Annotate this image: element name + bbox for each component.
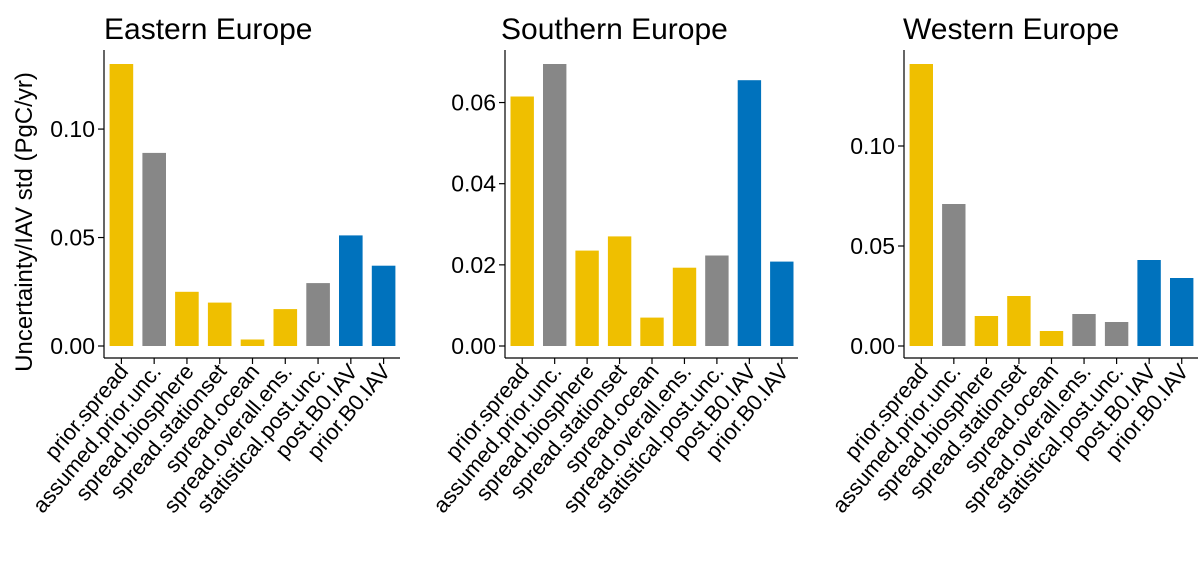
bar-spread-ocean: [640, 317, 664, 346]
y-axis-label: Uncertainty/IAV std (PgC/yr): [11, 72, 38, 372]
bar-spread-overall-ens: [1072, 314, 1096, 346]
bar-spread-overall-ens: [672, 267, 697, 346]
panel-southern-europe: Southern Europe 0.00 0.02 0.04 0.06 prior.s…: [428, 13, 798, 518]
bar-post-B0-IAV: [339, 235, 363, 346]
bar-assumed-prior-unc: [543, 64, 567, 346]
y-tick-label: 0.04: [451, 171, 496, 197]
bar-spread-stationset: [1007, 296, 1031, 346]
y-tick-label: 0.00: [850, 333, 895, 359]
y-ticks: 0.00 0.05 0.10: [850, 133, 904, 359]
bar-prior-B0-IAV: [371, 265, 396, 346]
bar-spread-biosphere: [175, 291, 199, 346]
y-tick-label: 0.10: [50, 116, 95, 142]
bars: [909, 64, 1194, 346]
y-tick-label: 0.10: [850, 133, 895, 159]
y-tick-label: 0.05: [850, 233, 895, 259]
bar-statistical-post-unc: [705, 255, 729, 346]
y-ticks: 0.00 0.02 0.04 0.06: [451, 90, 505, 359]
bar-prior-spread: [510, 96, 534, 346]
y-tick-label: 0.00: [451, 333, 496, 359]
panel-title: Eastern Europe: [104, 13, 312, 46]
bar-spread-stationset: [207, 302, 232, 346]
bar-statistical-post-unc: [306, 283, 330, 346]
bar-post-B0-IAV: [1137, 260, 1161, 346]
panel-title: Western Europe: [903, 13, 1119, 46]
bar-spread-ocean: [1039, 331, 1064, 346]
x-ticks: prior.spreadassumed.prior.unc.spread.bio…: [428, 358, 794, 518]
panel-eastern-europe: Eastern Europe 0.00 0.05 0.10 prior.spread…: [27, 13, 400, 518]
y-tick-label: 0.02: [451, 252, 496, 278]
x-ticks: prior.spreadassumed.prior.unc.spread.bio…: [27, 358, 396, 518]
bar-spread-biosphere: [974, 316, 999, 346]
bar-assumed-prior-unc: [942, 204, 966, 346]
bar-spread-stationset: [607, 236, 632, 346]
y-ticks: 0.00 0.05 0.10: [50, 116, 104, 359]
panel-western-europe: Western Europe 0.00 0.05 0.10 prior.spread…: [827, 13, 1198, 518]
bar-statistical-post-unc: [1104, 322, 1129, 346]
bar-prior-spread: [109, 64, 134, 346]
bar-spread-overall-ens: [273, 309, 298, 346]
bar-prior-B0-IAV: [1170, 278, 1194, 346]
bars: [109, 64, 396, 346]
bar-post-B0-IAV: [737, 80, 762, 346]
x-ticks: prior.spreadassumed.prior.unc.spread.bio…: [827, 358, 1194, 518]
y-tick-label: 0.00: [50, 333, 95, 359]
bar-prior-spread: [909, 64, 933, 346]
bar-spread-biosphere: [575, 250, 599, 346]
y-tick-label: 0.06: [451, 90, 496, 116]
bar-assumed-prior-unc: [142, 152, 166, 346]
bar-spread-ocean: [240, 339, 265, 346]
panel-title: Southern Europe: [501, 13, 728, 46]
bars: [510, 64, 794, 346]
y-tick-label: 0.05: [50, 225, 95, 251]
bar-prior-B0-IAV: [770, 261, 794, 346]
